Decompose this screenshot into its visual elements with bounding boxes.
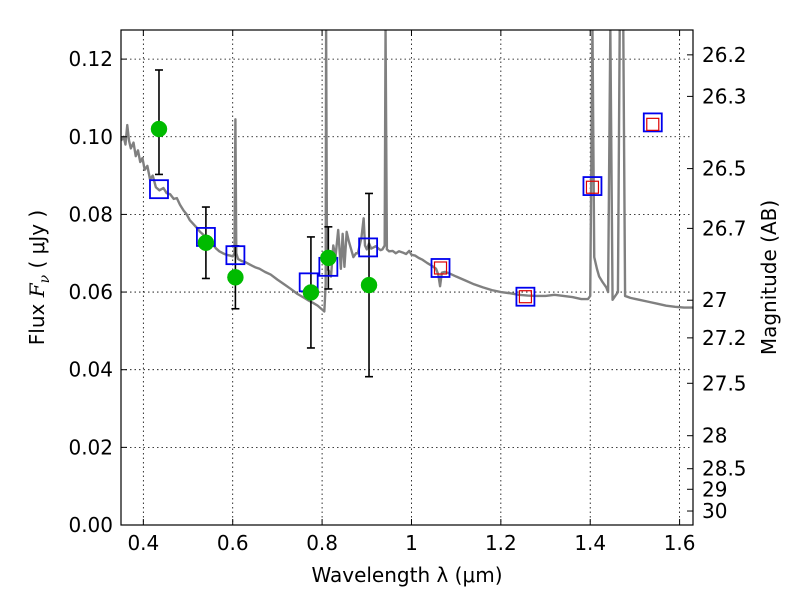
observed-point	[320, 249, 337, 267]
observed-point	[360, 276, 378, 294]
observed-point	[197, 234, 215, 252]
x-tick-label: 1.2	[485, 531, 517, 555]
model-sed-layer	[121, 30, 693, 313]
y-tick-label: 0.04	[68, 358, 113, 382]
observed-point	[150, 120, 168, 138]
x-tick-label: 0.8	[306, 531, 338, 555]
upper-limit-square	[585, 180, 600, 194]
y-tick-label: 0.02	[68, 435, 113, 459]
y2-tick-label: 30	[702, 499, 727, 523]
y2-tick-label: 26.2	[702, 43, 747, 67]
model-photometry-square	[430, 258, 451, 278]
y-axis-label-suffix: ( μJy )	[25, 210, 49, 275]
y-tick-label: 0.08	[68, 202, 113, 226]
x-tick-label: 1	[405, 531, 418, 555]
y-axis-label-subscript: ν	[37, 274, 53, 283]
y2-tick-label: 27	[702, 288, 727, 312]
upper-limit-square	[433, 261, 448, 275]
y-tick-label: 0.00	[68, 513, 113, 537]
x-tick-label: 0.6	[217, 531, 249, 555]
markers-layer	[149, 112, 663, 307]
x-tick-label: 1.6	[664, 531, 696, 555]
upper-limit-square	[646, 117, 660, 131]
y2-tick-label: 27.2	[702, 326, 747, 350]
y-axis-label-symbol: F	[25, 282, 49, 298]
model-sed-line	[121, 30, 693, 313]
y2-tick-label: 27.5	[702, 371, 747, 395]
y2-tick-label: 29	[702, 477, 727, 501]
axis-ticks: 0.4 0.6 0.8 1 1.2 1.4 1.6 0.00 0.02 0.04 0.06 0.08 0…	[68, 30, 747, 555]
observed-point	[302, 284, 320, 301]
observed-point	[227, 269, 244, 286]
y-tick-label: 0.10	[68, 125, 113, 149]
y2-tick-label: 26.3	[702, 84, 747, 108]
x-tick-label: 0.4	[127, 531, 159, 555]
model-photometry-square	[582, 176, 603, 196]
model-photometry-square	[149, 179, 169, 200]
model-photometry-square	[515, 286, 536, 307]
y-axis-label: Flux Fν ( μJy )	[25, 210, 53, 345]
y2-tick-label: 28.5	[702, 457, 747, 481]
y2-tick-label: 26.5	[702, 157, 747, 181]
x-tick-label: 1.4	[574, 531, 606, 555]
model-photometry-square	[358, 237, 379, 258]
y-tick-label: 0.12	[68, 47, 113, 71]
y2-axis-label: Magnitude (AB)	[757, 200, 781, 355]
y-axis-label-prefix: Flux	[25, 297, 49, 345]
x-axis-label: Wavelength λ (μm)	[311, 563, 502, 587]
y2-tick-label: 26.7	[702, 216, 747, 240]
y-tick-label: 0.06	[68, 280, 113, 304]
model-photometry-square	[642, 112, 663, 133]
model-photometry-square	[225, 245, 246, 266]
y2-tick-label: 28	[702, 424, 727, 448]
plot-frame	[120, 29, 694, 526]
upper-limit-square	[518, 290, 533, 304]
